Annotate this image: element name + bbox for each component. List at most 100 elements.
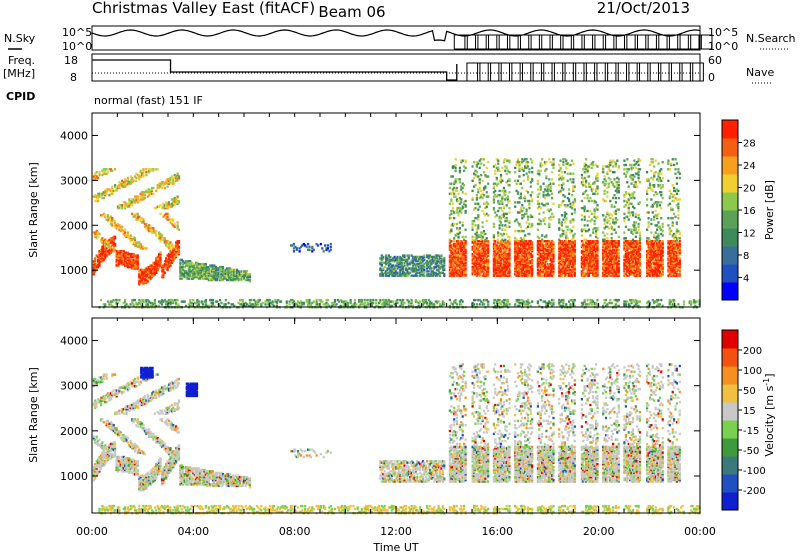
range-cell bbox=[419, 300, 422, 303]
range-cell bbox=[457, 192, 460, 195]
range-cell bbox=[139, 242, 142, 246]
range-cell bbox=[529, 185, 532, 188]
range-cell bbox=[531, 198, 534, 201]
range-cell bbox=[453, 211, 456, 214]
range-cell bbox=[448, 186, 451, 190]
range-cell bbox=[522, 169, 525, 172]
range-cell bbox=[545, 175, 548, 178]
range-cell bbox=[487, 202, 490, 205]
range-cell bbox=[563, 195, 566, 198]
range-cell bbox=[531, 300, 534, 303]
range-cell bbox=[111, 185, 114, 188]
range-cell bbox=[271, 300, 274, 303]
range-cell bbox=[454, 298, 457, 302]
range-cell bbox=[326, 247, 329, 250]
range-cell bbox=[94, 172, 97, 175]
range-cell bbox=[558, 218, 561, 221]
range-cell bbox=[176, 298, 179, 302]
range-cell bbox=[519, 192, 522, 195]
range-cell bbox=[477, 191, 480, 194]
range-cell bbox=[160, 303, 164, 306]
range-cell bbox=[396, 255, 399, 259]
range-cell bbox=[519, 182, 522, 185]
range-cell bbox=[536, 199, 539, 203]
range-cell bbox=[402, 298, 405, 302]
range-cell bbox=[443, 257, 446, 260]
range-cell bbox=[552, 264, 555, 267]
range-cell bbox=[522, 300, 525, 303]
range-cell bbox=[541, 158, 544, 161]
range-cell bbox=[480, 173, 483, 177]
range-cell bbox=[250, 298, 253, 302]
range-cell bbox=[492, 301, 495, 305]
range-cell bbox=[524, 234, 527, 237]
range-cell bbox=[562, 182, 565, 185]
range-cell bbox=[549, 215, 552, 218]
range-cell bbox=[464, 261, 467, 264]
nave-block bbox=[498, 62, 513, 82]
range-cell bbox=[519, 225, 522, 228]
range-cell bbox=[366, 298, 369, 302]
range-cell bbox=[508, 238, 511, 241]
range-cell bbox=[455, 186, 459, 190]
range-cell bbox=[516, 191, 520, 194]
range-cell bbox=[515, 182, 518, 185]
range-cell bbox=[524, 199, 527, 203]
range-cell bbox=[136, 254, 139, 257]
noise-search-block bbox=[624, 34, 639, 50]
range-cell bbox=[531, 159, 534, 162]
range-cell bbox=[548, 222, 551, 226]
range-cell bbox=[155, 232, 158, 236]
range-cell bbox=[536, 228, 539, 231]
range-cell bbox=[169, 247, 172, 250]
range-cell bbox=[549, 218, 552, 221]
range-cell bbox=[451, 206, 454, 210]
range-cell bbox=[471, 196, 474, 200]
range-cell bbox=[95, 171, 98, 174]
noise-search-block bbox=[528, 34, 543, 50]
range-cell bbox=[94, 176, 97, 180]
range-cell bbox=[163, 186, 166, 190]
range-cell bbox=[333, 298, 337, 302]
range-cell bbox=[136, 195, 139, 198]
range-cell bbox=[487, 244, 490, 247]
range-cell bbox=[450, 217, 453, 220]
range-cell bbox=[482, 171, 486, 174]
range-cell bbox=[478, 205, 481, 208]
range-cell bbox=[585, 179, 588, 182]
range-cell bbox=[521, 186, 524, 190]
noise-search-block bbox=[517, 34, 532, 50]
range-cell bbox=[450, 182, 453, 185]
range-cell bbox=[475, 303, 478, 306]
range-cell bbox=[200, 300, 203, 303]
range-cell bbox=[455, 222, 459, 226]
range-cell bbox=[536, 300, 539, 303]
range-cell bbox=[94, 199, 97, 203]
range-cell bbox=[526, 298, 530, 302]
range-cell bbox=[485, 205, 488, 208]
range-cell bbox=[529, 194, 532, 197]
range-cell bbox=[501, 179, 504, 182]
range-cell bbox=[156, 168, 159, 171]
range-cell bbox=[153, 298, 156, 302]
range-cell bbox=[94, 267, 97, 270]
range-cell bbox=[248, 273, 251, 276]
range-cell bbox=[316, 244, 320, 247]
range-cell bbox=[548, 178, 551, 181]
range-cell bbox=[464, 199, 467, 203]
range-cell bbox=[531, 267, 534, 270]
range-cell bbox=[471, 179, 474, 182]
range-cell bbox=[473, 219, 476, 223]
range-cell bbox=[587, 199, 591, 203]
range-cell bbox=[221, 265, 225, 269]
range-cell bbox=[454, 158, 457, 161]
range-cell bbox=[458, 221, 461, 224]
range-cell bbox=[114, 219, 117, 223]
range-cell bbox=[502, 232, 505, 236]
range-cell bbox=[111, 222, 114, 226]
noise-sky-line bbox=[91, 29, 701, 42]
range-cell bbox=[514, 171, 517, 174]
range-cell bbox=[538, 202, 541, 205]
range-cell bbox=[543, 217, 547, 220]
range-cell bbox=[133, 237, 137, 240]
